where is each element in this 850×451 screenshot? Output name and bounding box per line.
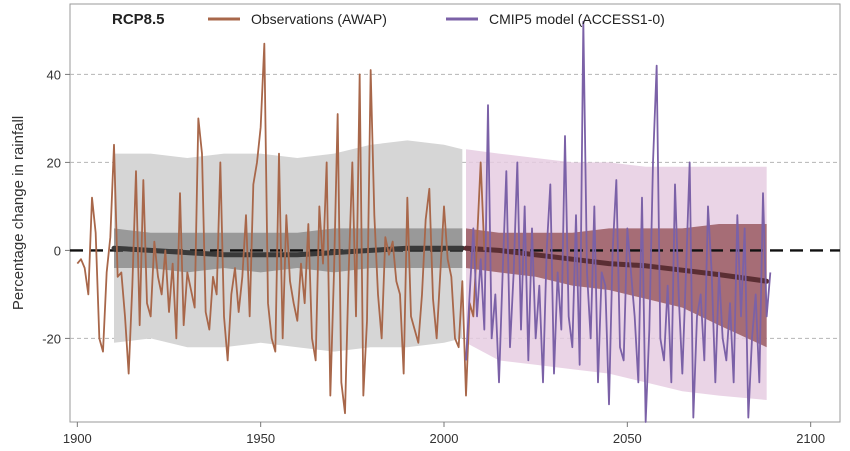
x-tick-label: 1900 xyxy=(63,431,92,446)
legend-label-observations: Observations (AWAP) xyxy=(251,11,387,27)
x-tick-label: 2100 xyxy=(796,431,825,446)
series-layer xyxy=(76,20,772,423)
x-tick-label: 2050 xyxy=(613,431,642,446)
model-series-line xyxy=(465,20,772,423)
legend-label-model: CMIP5 model (ACCESS1-0) xyxy=(489,11,665,27)
legend: RCP8.5 Observations (AWAP) CMIP5 model (… xyxy=(112,11,665,28)
x-tick-label: 2000 xyxy=(430,431,459,446)
historical-median-line xyxy=(111,245,465,258)
axis-layer: 40 20 0 -20 1900 1950 2000 2050 2100 xyxy=(42,67,825,446)
observations-series-line xyxy=(76,42,486,415)
y-tick-label: 0 xyxy=(54,243,61,258)
y-tick-label: 20 xyxy=(47,155,61,170)
y-tick-label: -20 xyxy=(42,331,61,346)
x-tick-label: 1950 xyxy=(246,431,275,446)
y-tick-label: 40 xyxy=(47,67,61,82)
panel-title: RCP8.5 xyxy=(112,11,165,28)
y-axis-title: Percentage change in rainfall xyxy=(10,116,27,310)
